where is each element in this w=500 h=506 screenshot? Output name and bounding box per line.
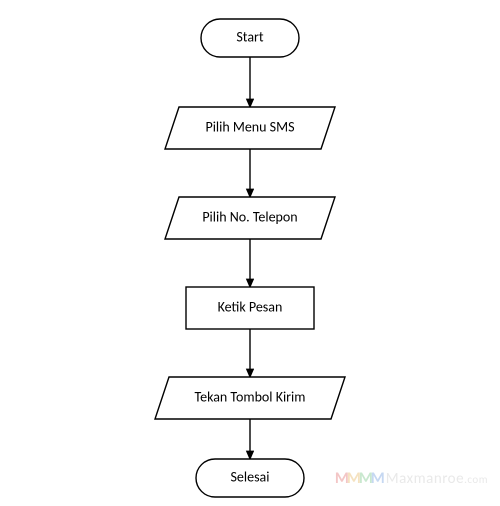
- watermark-sub: .com: [464, 473, 488, 486]
- watermark-logo: MMMM: [335, 469, 383, 488]
- watermark: MMMM Maxmanroe.com: [335, 469, 488, 488]
- flowchart-canvas: Start Pilih Menu SMS Pilih No. Telepon Keti…: [0, 0, 500, 506]
- node-kirim: Tekan Tombol Kirim: [155, 377, 345, 419]
- node-label-selesai: Selesai: [231, 468, 270, 485]
- node-ketik: Ketik Pesan: [186, 287, 314, 329]
- node-start: Start: [201, 19, 299, 57]
- watermark-text: Maxmanroe: [386, 470, 464, 488]
- node-label-start: Start: [236, 28, 264, 45]
- node-label-kirim: Tekan Tombol Kirim: [195, 388, 306, 405]
- node-label-ketik: Ketik Pesan: [218, 298, 283, 315]
- node-label-menu: Pilih Menu SMS: [205, 118, 294, 135]
- node-selesai: Selesai: [196, 459, 304, 497]
- node-telp: Pilih No. Telepon: [165, 197, 335, 239]
- node-label-telp: Pilih No. Telepon: [202, 208, 297, 225]
- node-menu: Pilih Menu SMS: [165, 107, 335, 149]
